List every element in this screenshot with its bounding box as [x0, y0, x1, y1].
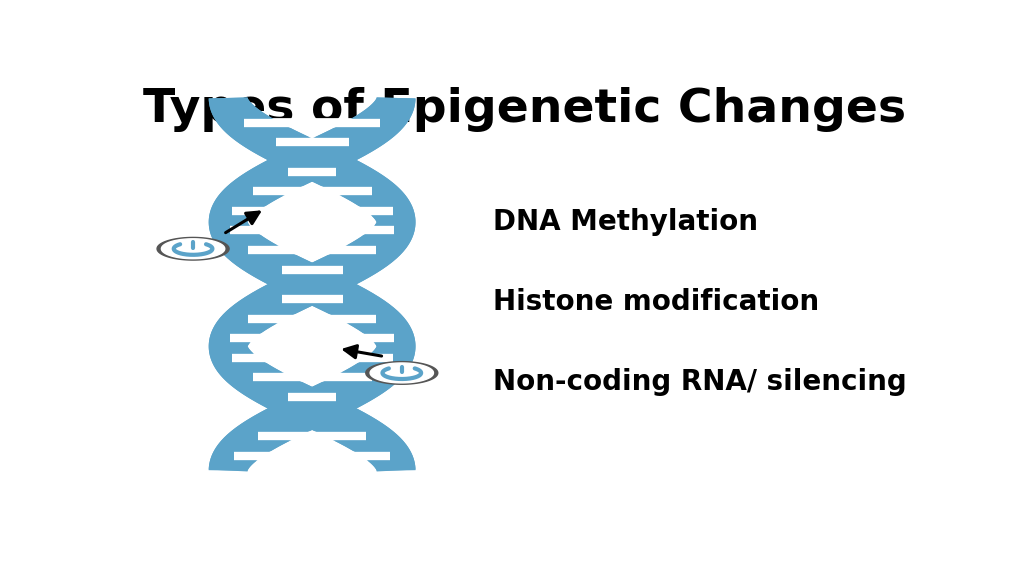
Polygon shape	[157, 237, 229, 260]
Polygon shape	[162, 239, 224, 259]
Polygon shape	[370, 363, 433, 383]
Text: Types of Epigenetic Changes: Types of Epigenetic Changes	[143, 87, 906, 132]
Text: DNA Methylation: DNA Methylation	[494, 208, 758, 236]
Polygon shape	[366, 362, 438, 384]
Text: Histone modification: Histone modification	[494, 288, 819, 316]
Text: Non-coding RNA/ silencing: Non-coding RNA/ silencing	[494, 368, 907, 396]
